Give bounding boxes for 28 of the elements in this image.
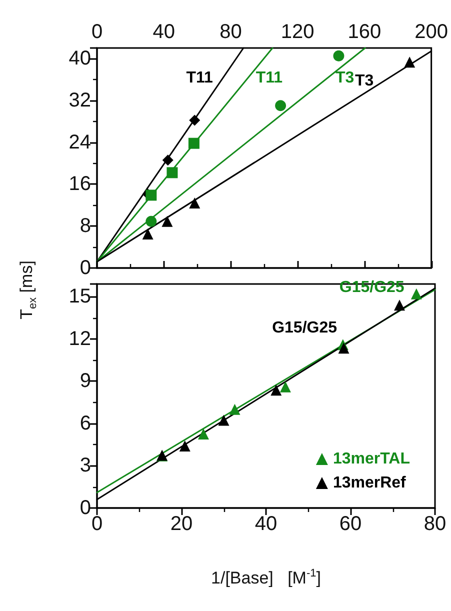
y-tick-label: 16 [68,173,91,196]
y-tick-label: 0 [80,257,91,279]
x-tick-label: 40 [152,21,175,43]
x-tick-label: 120 [280,21,314,43]
x-tick-label: 80 [424,513,446,535]
series-label: G15/G25 [272,320,338,337]
x-tick-label: 20 [170,513,193,535]
y-tick-label: 40 [68,47,91,70]
y-tick-label: 3 [80,454,91,477]
x-tick-label: 160 [348,21,382,43]
y-tick-label: 32 [68,89,91,112]
legend-label: 13merTAL [332,450,410,468]
x-tick-label: 200 [414,21,448,43]
y-tick-label: 0 [80,497,91,519]
y-tick-label: 8 [80,215,91,238]
x-tick-label: 60 [339,513,362,535]
series-label: T3 [335,70,354,86]
x-tick-label: 80 [220,21,242,43]
x-tick-label: 40 [254,513,278,535]
y-tick-label: 6 [80,412,91,434]
series-label: T3 [355,72,374,90]
series-label: T11 [186,70,213,86]
y-tick-label: 9 [80,370,91,392]
series-label: T11 [256,70,283,86]
y-tick-label: 15 [68,286,91,308]
legend-label: 13merRef [332,474,407,492]
y-tick-label: 24 [68,131,91,154]
y-tick-label: 12 [68,328,91,350]
